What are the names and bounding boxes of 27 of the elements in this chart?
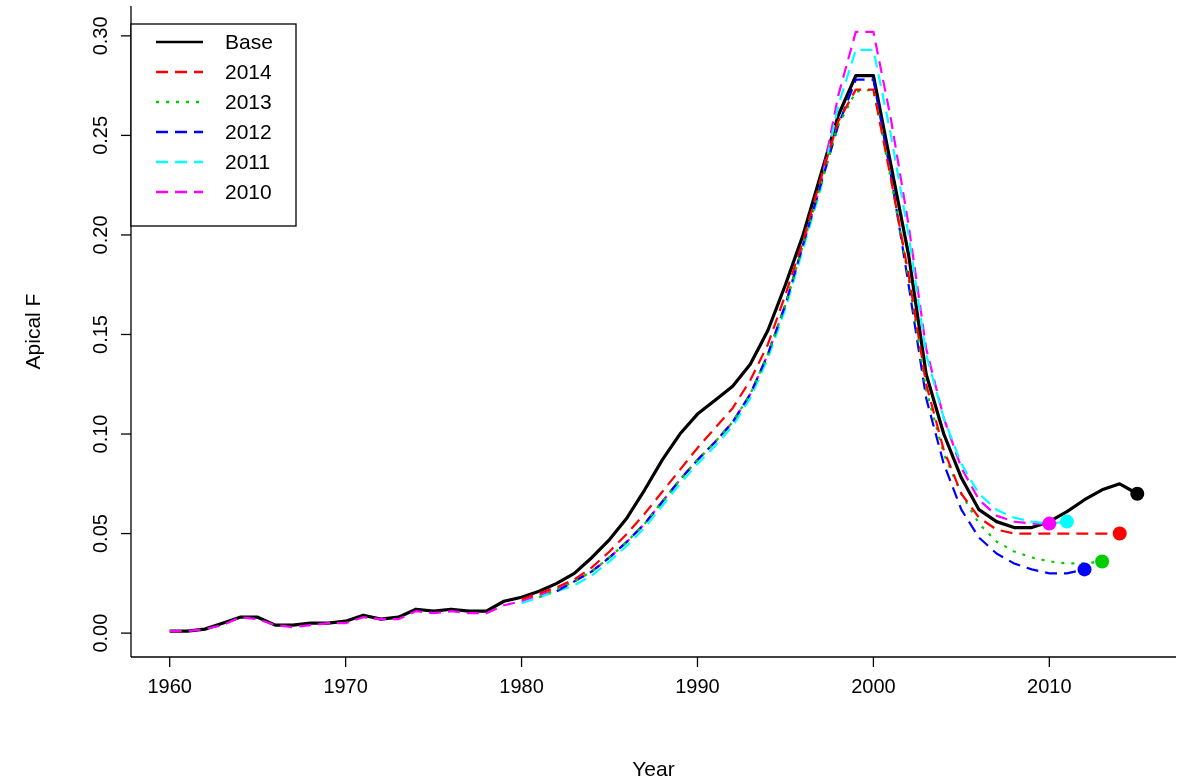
point: [1042, 516, 1057, 531]
x-axis-title: Year: [632, 757, 675, 780]
x-tick-label: 2000: [851, 675, 896, 697]
y-axis-title: Apical F: [21, 293, 44, 370]
x-tick-label: 1970: [323, 675, 368, 697]
x-tick-label: 2010: [1027, 675, 1072, 697]
point: [1095, 554, 1110, 569]
legend-label: 2010: [225, 180, 272, 204]
point: [1130, 486, 1145, 501]
legend-label: 2014: [225, 60, 273, 84]
y-tick-label: 0.25: [89, 115, 111, 155]
y-tick-label: 0.20: [89, 215, 111, 255]
y-tick-label: 0.30: [89, 16, 111, 56]
y-tick-label: 0.10: [89, 414, 111, 454]
point: [1059, 514, 1074, 529]
x-tick-label: 1980: [499, 675, 544, 697]
legend-label: Base: [225, 30, 273, 54]
x-tick-label: 1990: [675, 675, 720, 697]
legend-label: 2012: [225, 120, 272, 144]
y-tick-label: 0.00: [89, 613, 111, 653]
point: [1112, 526, 1127, 541]
point: [1077, 562, 1092, 577]
y-tick-label: 0.05: [89, 514, 111, 554]
x-tick-label: 1960: [147, 675, 192, 697]
y-tick-label: 0.15: [89, 315, 111, 354]
legend-label: 2011: [225, 150, 271, 174]
legend-label: 2013: [225, 90, 272, 114]
